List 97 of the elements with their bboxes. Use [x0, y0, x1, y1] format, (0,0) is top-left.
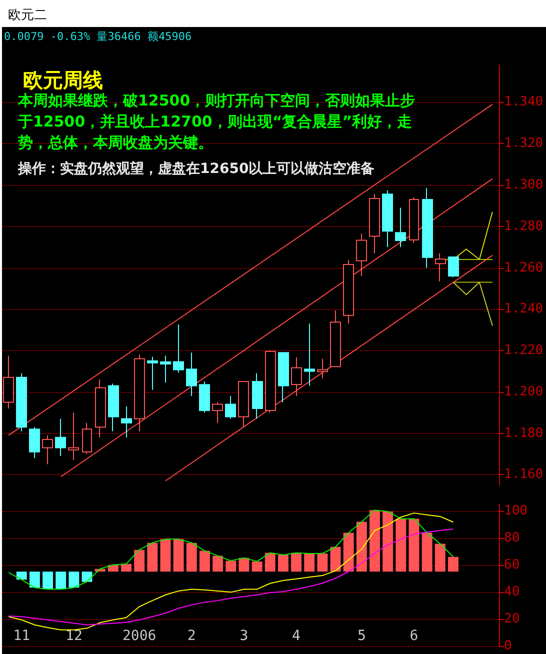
- candlestick: [160, 355, 171, 384]
- bar: [147, 542, 158, 572]
- bar: [238, 558, 250, 572]
- bar: [434, 544, 446, 572]
- y-tick-label: 60: [504, 557, 520, 572]
- bar: [422, 532, 432, 572]
- candlestick: [422, 188, 433, 268]
- bar: [56, 572, 66, 590]
- candlestick: [330, 310, 341, 368]
- candlestick: [29, 426, 40, 459]
- candlestick: [173, 324, 184, 374]
- y-tick-label: 1.340: [504, 94, 544, 110]
- y-tick-label: 1.240: [504, 302, 544, 317]
- bar: [448, 556, 458, 572]
- y-tick-label: 1.200: [504, 384, 544, 400]
- y-tick-label: 1.160: [504, 467, 544, 482]
- bar: [16, 572, 27, 580]
- y-tick-label: 0: [504, 638, 512, 654]
- y-tick-label: 1.180: [504, 426, 544, 441]
- bar: [343, 532, 354, 572]
- candlestick: [448, 256, 459, 278]
- bar: [317, 553, 328, 572]
- candlestick: [252, 372, 263, 420]
- candlestick: [369, 193, 380, 254]
- y-tick-label: 80: [504, 530, 520, 546]
- candlestick: [199, 381, 210, 414]
- candlestick: [134, 354, 145, 432]
- candlestick: [278, 352, 289, 403]
- x-tick-label: 6: [410, 628, 418, 644]
- text: 0.0079 -0.63% 量36466 额45906: [4, 30, 192, 43]
- candlestick: [186, 352, 197, 397]
- x-tick-label: 3: [240, 628, 248, 644]
- bar: [226, 560, 236, 572]
- y-tick-label: 1.300: [504, 178, 544, 192]
- candlestick: [147, 356, 158, 390]
- annotation: 本周如果继跌，破12500，则打开向下空间，否则如果止步于12500，并且收上12700，则出现“复合晨星”利好，走势，总体，本周收盘为关键。: [17, 92, 416, 152]
- bar: [82, 572, 92, 582]
- bar: [370, 510, 380, 572]
- bar: [356, 522, 367, 572]
- candlestick: [395, 207, 406, 248]
- bar: [29, 572, 40, 588]
- candlestick: [121, 406, 132, 438]
- bar: [252, 561, 262, 572]
- candlestick: [55, 418, 66, 457]
- bar: [160, 539, 171, 572]
- bar: [278, 554, 288, 572]
- bar: [396, 518, 406, 572]
- candlestick: [409, 196, 419, 244]
- candlestick: [42, 434, 53, 465]
- candlestick: [68, 412, 79, 461]
- candlestick: [82, 422, 92, 454]
- x-tick-label: 4: [292, 628, 300, 644]
- bar: [134, 550, 145, 572]
- candlestick: [291, 356, 302, 397]
- y-tick-label: 1.280: [504, 218, 544, 234]
- x-tick-label: 2: [187, 628, 196, 644]
- bar: [264, 552, 276, 572]
- bar: [382, 511, 394, 572]
- bar: [291, 552, 302, 572]
- annotation: 操作：实盘仍然观望，虚盘在12650以上可以做沽空准备: [17, 160, 375, 177]
- bar: [68, 572, 80, 588]
- candlestick: [108, 383, 119, 432]
- bar: [304, 553, 315, 572]
- bar: [121, 564, 132, 572]
- x-tick-label: 11: [13, 628, 30, 644]
- line-series: [8, 528, 454, 626]
- x-tick-label: 12: [66, 628, 82, 644]
- bar: [408, 518, 420, 572]
- candlestick: [317, 358, 328, 379]
- candlestick: [95, 378, 106, 438]
- line-series: [8, 512, 454, 630]
- y-tick-label: 100: [504, 503, 528, 518]
- chart-subtitle: 欧元周线: [23, 68, 103, 92]
- x-tick-label: 5: [357, 628, 366, 644]
- candlestick: [238, 381, 249, 428]
- candlestick: [265, 350, 276, 414]
- candlestick: [356, 233, 367, 277]
- bar: [173, 539, 184, 572]
- y-tick-label: 40: [504, 584, 520, 600]
- bar: [199, 550, 210, 572]
- candlestick: [304, 323, 315, 386]
- candlestick: [435, 252, 446, 282]
- bar: [42, 572, 54, 590]
- candlestick: [343, 260, 354, 324]
- chart-title: 欧元二: [8, 8, 47, 23]
- candlestick: [16, 372, 27, 432]
- y-tick-label: 1.320: [504, 136, 544, 152]
- y-tick-label: 1.220: [504, 343, 544, 358]
- y-tick-label: 1.260: [504, 260, 544, 276]
- x-tick-label: 2006: [122, 628, 156, 644]
- bar: [186, 542, 197, 572]
- candlestick: [382, 190, 393, 248]
- candlestick: [212, 402, 223, 424]
- y-tick-label: 20: [504, 611, 520, 626]
- bar: [212, 556, 224, 572]
- line-series: [8, 510, 454, 590]
- candlestick: [225, 396, 236, 420]
